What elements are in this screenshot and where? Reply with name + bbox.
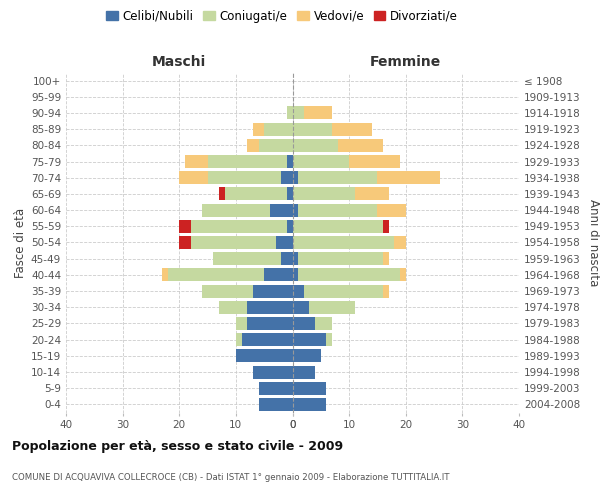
Bar (287, 155, 293, 168)
Bar (202, 204, 270, 216)
Bar (383, 284, 389, 298)
Bar (162, 268, 168, 281)
Bar (394, 236, 406, 249)
Bar (326, 333, 332, 346)
Bar (315, 317, 332, 330)
Bar (338, 139, 383, 152)
Bar (293, 366, 315, 378)
Title: Maschi: Maschi (152, 54, 206, 68)
Bar (208, 172, 281, 184)
Bar (253, 284, 293, 298)
Bar (293, 188, 355, 200)
Bar (287, 220, 293, 233)
Bar (310, 301, 355, 314)
Bar (259, 139, 293, 152)
Bar (191, 236, 275, 249)
Bar (236, 333, 242, 346)
Bar (293, 252, 298, 265)
Bar (253, 122, 264, 136)
Bar (304, 106, 332, 120)
Bar (247, 317, 293, 330)
Bar (179, 236, 191, 249)
Bar (293, 155, 349, 168)
Bar (293, 139, 338, 152)
Bar (275, 236, 293, 249)
Bar (293, 106, 304, 120)
Bar (293, 268, 298, 281)
Bar (377, 172, 440, 184)
Bar (400, 268, 406, 281)
Bar (377, 204, 406, 216)
Bar (293, 236, 394, 249)
Bar (270, 204, 293, 216)
Bar (293, 350, 321, 362)
Bar (287, 106, 293, 120)
Bar (179, 220, 191, 233)
Bar (293, 398, 326, 411)
Bar (281, 252, 293, 265)
Bar (293, 333, 326, 346)
Bar (298, 268, 400, 281)
Bar (293, 220, 383, 233)
Bar (213, 252, 281, 265)
Bar (293, 382, 326, 394)
Bar (383, 252, 389, 265)
Title: Femmine: Femmine (370, 54, 442, 68)
Bar (259, 382, 293, 394)
Bar (298, 252, 383, 265)
Bar (236, 350, 293, 362)
Bar (293, 122, 332, 136)
Legend: Celibi/Nubili, Coniugati/e, Vedovi/e, Divorziati/e: Celibi/Nubili, Coniugati/e, Vedovi/e, Di… (101, 5, 463, 28)
Y-axis label: Anni di nascita: Anni di nascita (587, 199, 600, 286)
Bar (202, 284, 253, 298)
Text: COMUNE DI ACQUAVIVA COLLECROCE (CB) - Dati ISTAT 1° gennaio 2009 - Elaborazione : COMUNE DI ACQUAVIVA COLLECROCE (CB) - Da… (12, 473, 449, 482)
Bar (298, 172, 377, 184)
Bar (253, 366, 293, 378)
Bar (293, 301, 310, 314)
Bar (264, 122, 293, 136)
Bar (219, 188, 224, 200)
Bar (236, 317, 247, 330)
Bar (219, 301, 247, 314)
Text: Popolazione per età, sesso e stato civile - 2009: Popolazione per età, sesso e stato civil… (12, 440, 343, 453)
Bar (208, 155, 287, 168)
Bar (247, 139, 259, 152)
Bar (264, 268, 293, 281)
Bar (293, 172, 298, 184)
Bar (304, 284, 383, 298)
Bar (185, 155, 208, 168)
Bar (179, 172, 208, 184)
Bar (247, 301, 293, 314)
Bar (293, 204, 298, 216)
Bar (281, 172, 293, 184)
Bar (242, 333, 293, 346)
Bar (191, 220, 287, 233)
Bar (332, 122, 372, 136)
Bar (259, 398, 293, 411)
Bar (224, 188, 287, 200)
Bar (293, 284, 304, 298)
Bar (168, 268, 264, 281)
Bar (287, 188, 293, 200)
Bar (298, 204, 377, 216)
Y-axis label: Fasce di età: Fasce di età (14, 208, 27, 278)
Bar (355, 188, 389, 200)
Bar (349, 155, 400, 168)
Bar (383, 220, 389, 233)
Bar (293, 317, 315, 330)
